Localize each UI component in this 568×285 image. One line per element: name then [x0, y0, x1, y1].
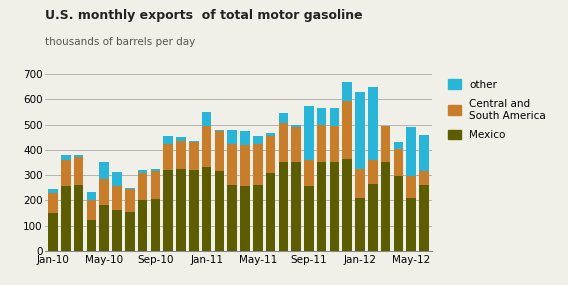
- Bar: [61, 155, 70, 160]
- Bar: [202, 112, 211, 126]
- Bar: [151, 169, 160, 171]
- Bar: [368, 184, 378, 251]
- Bar: [278, 113, 288, 123]
- Bar: [176, 141, 186, 169]
- Bar: [317, 125, 327, 162]
- Bar: [381, 126, 390, 162]
- Bar: [355, 169, 365, 198]
- Bar: [151, 199, 160, 251]
- Bar: [61, 186, 70, 251]
- Bar: [291, 125, 301, 127]
- Bar: [368, 87, 378, 160]
- Bar: [48, 213, 58, 251]
- Bar: [215, 130, 224, 131]
- Bar: [304, 186, 314, 251]
- Bar: [266, 133, 275, 136]
- Bar: [227, 130, 237, 144]
- Bar: [215, 131, 224, 171]
- Bar: [99, 162, 109, 179]
- Bar: [61, 160, 70, 186]
- Bar: [343, 82, 352, 101]
- Bar: [125, 188, 135, 189]
- Bar: [407, 176, 416, 198]
- Bar: [419, 135, 429, 171]
- Bar: [304, 106, 314, 160]
- Bar: [176, 169, 186, 251]
- Bar: [151, 171, 160, 199]
- Bar: [112, 210, 122, 251]
- Bar: [407, 127, 416, 176]
- Text: thousands of barrels per day: thousands of barrels per day: [45, 37, 196, 47]
- Bar: [74, 155, 83, 157]
- Bar: [329, 108, 339, 126]
- Bar: [407, 198, 416, 251]
- Bar: [291, 127, 301, 162]
- Bar: [112, 172, 122, 186]
- Bar: [253, 185, 262, 251]
- Bar: [355, 92, 365, 169]
- Bar: [227, 144, 237, 185]
- Bar: [48, 193, 58, 213]
- Bar: [48, 189, 58, 193]
- Bar: [227, 185, 237, 251]
- Bar: [343, 159, 352, 251]
- Bar: [317, 162, 327, 251]
- Bar: [394, 148, 403, 176]
- Bar: [253, 144, 262, 185]
- Bar: [164, 136, 173, 144]
- Bar: [329, 162, 339, 251]
- Bar: [202, 168, 211, 251]
- Bar: [99, 179, 109, 205]
- Bar: [419, 185, 429, 251]
- Bar: [202, 126, 211, 168]
- Bar: [87, 200, 97, 220]
- Bar: [240, 186, 250, 251]
- Bar: [138, 172, 148, 200]
- Bar: [87, 220, 97, 251]
- Bar: [189, 170, 199, 251]
- Bar: [189, 141, 199, 142]
- Bar: [394, 176, 403, 251]
- Bar: [164, 144, 173, 170]
- Bar: [381, 162, 390, 251]
- Bar: [394, 142, 403, 148]
- Bar: [240, 145, 250, 186]
- Bar: [125, 212, 135, 251]
- Bar: [253, 136, 262, 144]
- Bar: [189, 142, 199, 170]
- Bar: [343, 101, 352, 159]
- Bar: [278, 162, 288, 251]
- Bar: [215, 171, 224, 251]
- Bar: [164, 170, 173, 251]
- Bar: [74, 185, 83, 251]
- Bar: [138, 200, 148, 251]
- Bar: [240, 131, 250, 145]
- Bar: [278, 123, 288, 162]
- Bar: [138, 170, 148, 172]
- Legend: other, Central and
South America, Mexico: other, Central and South America, Mexico: [449, 79, 546, 140]
- Bar: [329, 126, 339, 162]
- Bar: [368, 160, 378, 184]
- Bar: [112, 186, 122, 210]
- Bar: [291, 162, 301, 251]
- Bar: [317, 108, 327, 125]
- Bar: [355, 198, 365, 251]
- Bar: [266, 136, 275, 172]
- Bar: [99, 205, 109, 251]
- Bar: [125, 189, 135, 212]
- Bar: [266, 172, 275, 251]
- Bar: [304, 160, 314, 186]
- Bar: [74, 157, 83, 185]
- Bar: [87, 192, 97, 200]
- Bar: [419, 171, 429, 185]
- Text: U.S. monthly exports  of total motor gasoline: U.S. monthly exports of total motor gaso…: [45, 9, 363, 22]
- Bar: [176, 137, 186, 141]
